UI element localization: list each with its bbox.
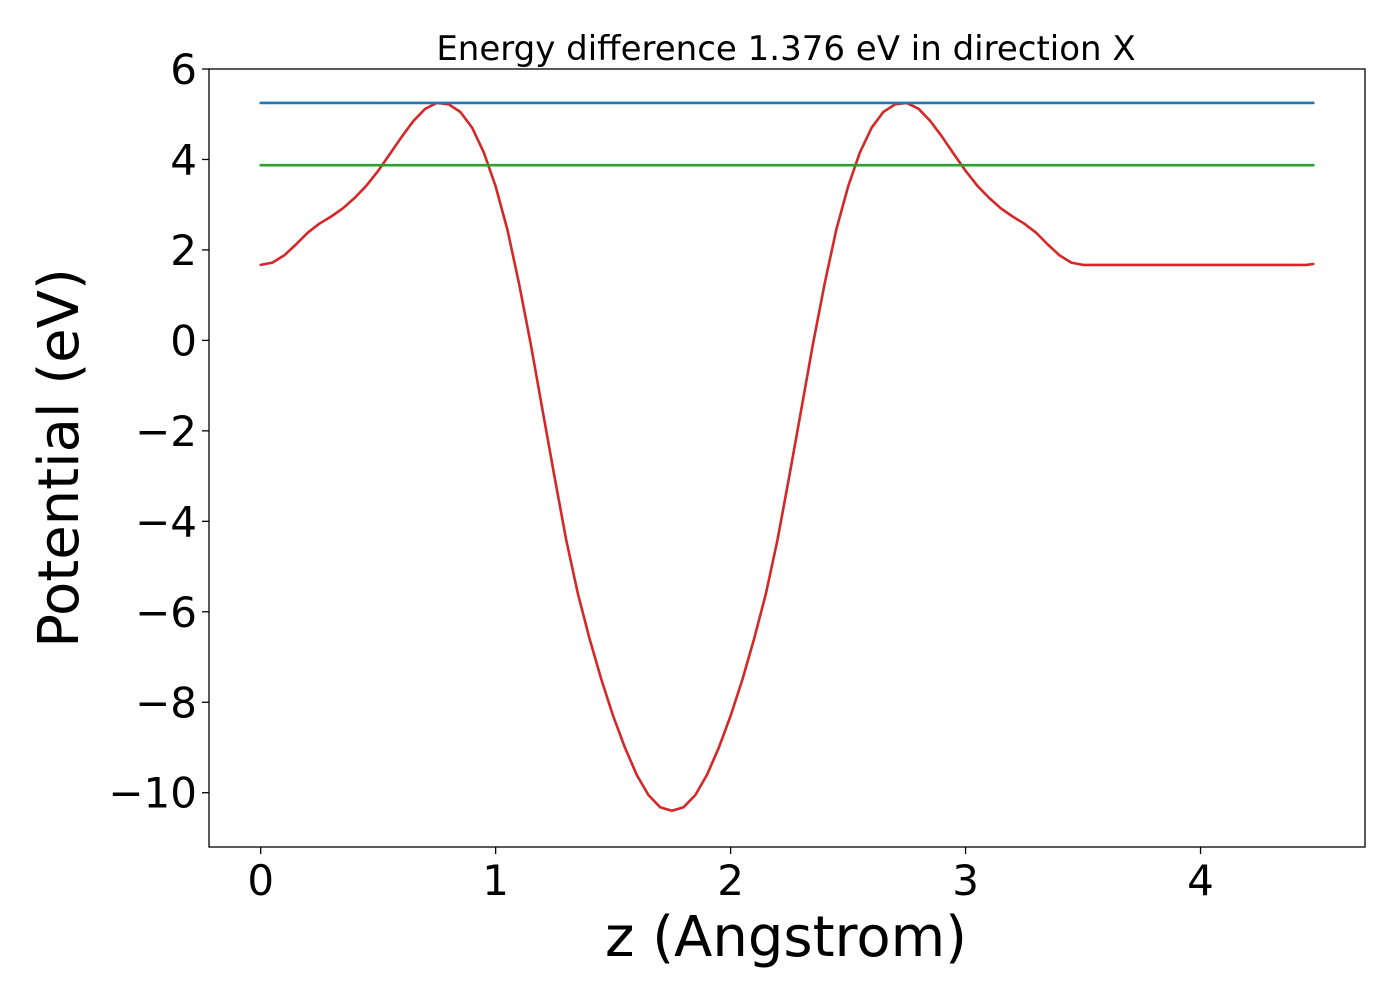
y-tick-label: 0 [170,316,197,365]
chart-title: Energy difference 1.376 eV in direction … [436,29,1135,69]
series-line-0 [259,101,1315,813]
x-axis-title: z (Angstrom) [605,905,967,970]
y-tick-label: −8 [135,678,197,727]
y-axis-title: Potential (eV) [27,268,92,648]
y-tick-label: 6 [170,45,197,94]
y-tick-label: −6 [135,588,197,637]
plot-frame [208,68,1366,848]
x-tick-label: 3 [952,856,979,905]
x-tick-label: 2 [717,856,744,905]
x-tick-label: 0 [247,856,274,905]
x-tick-label: 4 [1187,856,1214,905]
x-axis: 0 1 2 3 4 [247,847,1214,905]
y-axis: −10 −8 −6 −4 −2 0 2 4 6 [108,45,209,818]
y-tick-label: 4 [170,135,197,184]
y-tick-label: −2 [135,407,197,456]
plot-layer [259,101,1315,813]
y-tick-label: −4 [135,497,197,546]
x-tick-label: 1 [482,856,509,905]
y-tick-label: −10 [108,769,197,818]
y-tick-label: 2 [170,226,197,275]
